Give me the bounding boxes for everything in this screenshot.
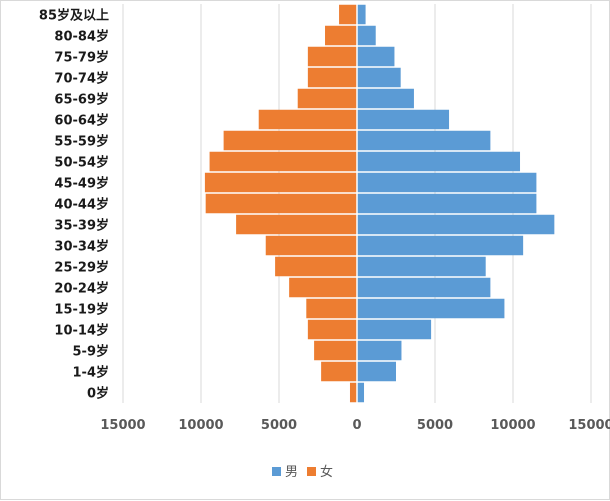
male-bar-1 — [357, 361, 396, 382]
category-labels: 0岁 1-4岁 5-9岁 10-14岁 15-19岁 20-24岁 25-29岁 30-34岁… — [39, 8, 109, 402]
category-label-12: 55-59岁 — [54, 134, 109, 150]
category-label-6: 25-29岁 — [54, 260, 109, 276]
x-tick-label-1: 10000 — [178, 418, 223, 433]
category-label-8: 35-39岁 — [54, 218, 109, 234]
female-bar-7 — [265, 235, 357, 256]
x-tick-label-2: 5000 — [261, 418, 297, 433]
category-label-3: 10-14岁 — [54, 323, 109, 339]
female-bar-14 — [297, 88, 357, 109]
female-bar-9 — [205, 193, 357, 214]
male-bar-13 — [357, 109, 450, 130]
category-label-13: 60-64岁 — [54, 113, 109, 129]
category-label-5: 20-24岁 — [54, 281, 109, 297]
legend-label-male: 男 — [285, 465, 298, 480]
category-label-18: 85岁及以上 — [39, 8, 109, 24]
male-bar-14 — [357, 88, 414, 109]
x-tick-label-0: 15000 — [100, 418, 145, 433]
category-label-15: 70-74岁 — [54, 71, 109, 87]
category-label-0: 0岁 — [87, 386, 109, 402]
male-bar-7 — [357, 235, 524, 256]
category-label-9: 40-44岁 — [54, 197, 109, 213]
male-bar-8 — [357, 214, 555, 235]
female-bar-16 — [307, 46, 357, 67]
male-bar-17 — [357, 25, 376, 46]
x-tick-label-5: 10000 — [490, 418, 535, 433]
category-label-16: 75-79岁 — [54, 50, 109, 66]
category-label-4: 15-19岁 — [54, 302, 109, 318]
female-bar-13 — [258, 109, 357, 130]
male-bar-3 — [357, 319, 432, 340]
bars — [204, 4, 555, 403]
category-label-2: 5-9岁 — [73, 344, 110, 360]
legend-label-female: 女 — [320, 464, 333, 480]
male-bar-0 — [357, 382, 365, 403]
female-bar-18 — [339, 4, 357, 25]
male-bar-12 — [357, 130, 491, 151]
category-label-1: 1-4岁 — [73, 365, 110, 381]
female-bar-15 — [307, 67, 357, 88]
female-bar-6 — [275, 256, 357, 277]
x-tick-label-3: 0 — [352, 418, 361, 433]
female-bar-0 — [349, 382, 357, 403]
female-bar-17 — [325, 25, 357, 46]
female-bar-3 — [307, 319, 357, 340]
female-bar-2 — [314, 340, 357, 361]
x-tick-label-6: 15000 — [568, 418, 610, 433]
male-bar-18 — [357, 4, 366, 25]
legend-swatch-female — [307, 467, 316, 476]
female-bar-4 — [306, 298, 357, 319]
male-bar-15 — [357, 67, 401, 88]
female-bar-12 — [223, 130, 357, 151]
category-label-11: 50-54岁 — [54, 155, 109, 171]
x-axis-tick-labels: 15000 10000 5000 0 5000 10000 15000 — [100, 418, 610, 433]
male-bar-10 — [357, 172, 537, 193]
legend: 男 女 — [272, 464, 333, 480]
category-label-14: 65-69岁 — [54, 92, 109, 108]
male-bar-5 — [357, 277, 491, 298]
female-bar-11 — [209, 151, 357, 172]
legend-swatch-male — [272, 467, 281, 476]
male-bar-6 — [357, 256, 486, 277]
male-bar-9 — [357, 193, 537, 214]
male-bar-16 — [357, 46, 395, 67]
female-bar-10 — [204, 172, 357, 193]
male-bar-11 — [357, 151, 521, 172]
male-bar-4 — [357, 298, 505, 319]
male-bar-2 — [357, 340, 402, 361]
category-label-10: 45-49岁 — [54, 176, 109, 192]
category-label-7: 30-34岁 — [54, 239, 109, 255]
female-bar-1 — [321, 361, 357, 382]
category-label-17: 80-84岁 — [54, 29, 109, 45]
female-bar-5 — [289, 277, 357, 298]
x-tick-label-4: 5000 — [417, 418, 453, 433]
female-bar-8 — [236, 214, 357, 235]
